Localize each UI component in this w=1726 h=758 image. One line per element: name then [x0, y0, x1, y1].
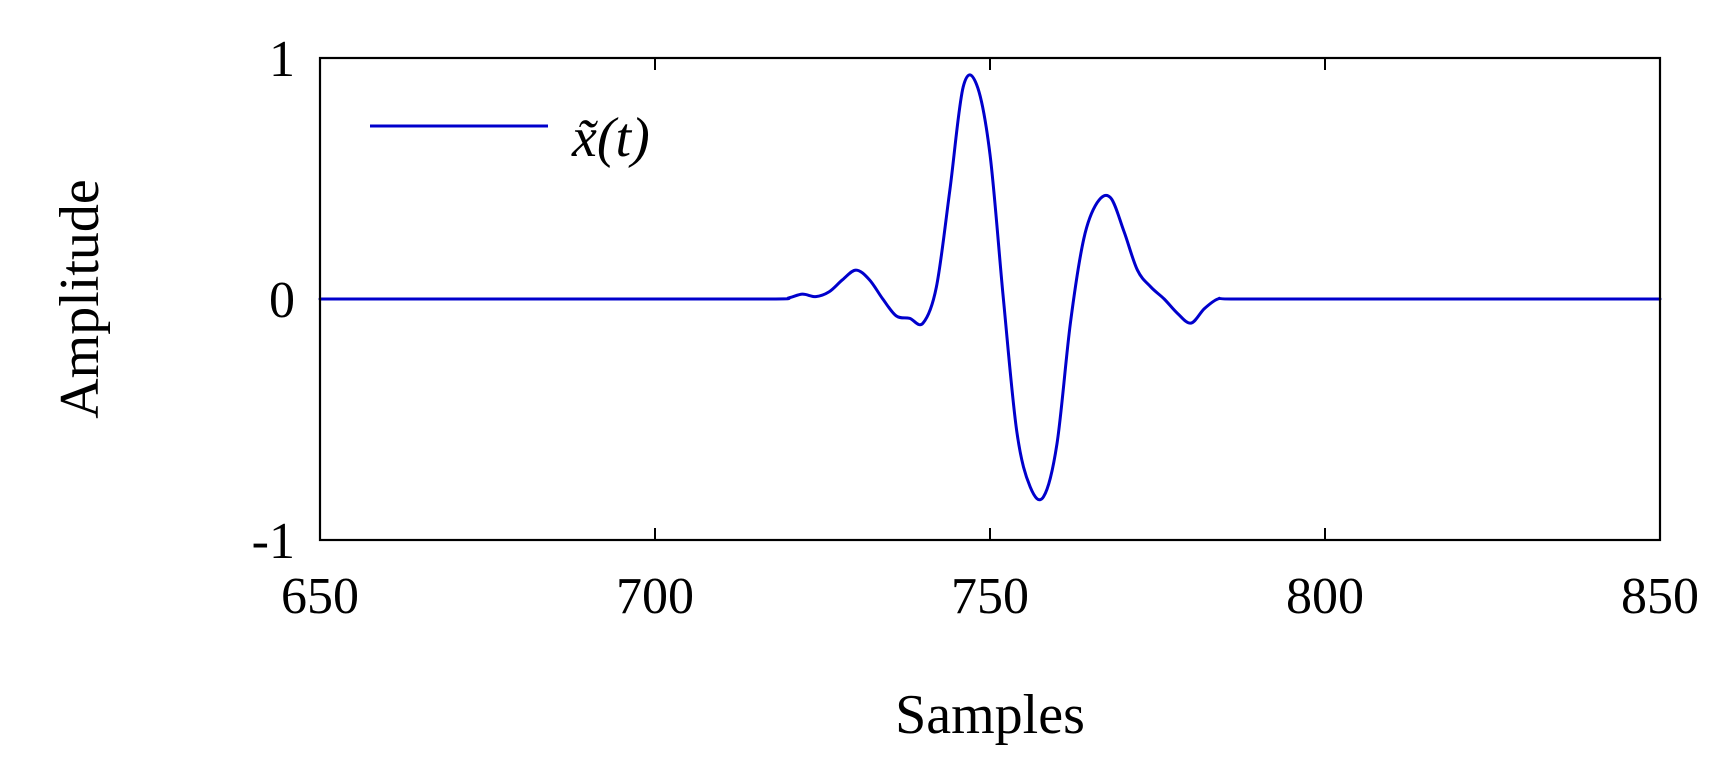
x-tick-label-group: 650 700 750 800 850 — [281, 568, 1699, 625]
x-tick-label: 650 — [281, 568, 359, 625]
x-tick-label: 700 — [616, 568, 694, 625]
series-line-0 — [318, 73, 1662, 502]
x-axis-label: Samples — [895, 684, 1085, 746]
plot-frame — [318, 56, 1662, 542]
legend: x̃(t) — [370, 107, 650, 169]
y-tick-label: 0 — [269, 272, 295, 329]
series-layer — [318, 73, 1662, 502]
x-tick-label: 800 — [1286, 568, 1364, 625]
x-tick-label: 750 — [951, 568, 1029, 625]
legend-label: x̃(t) — [571, 107, 650, 169]
y-tick-label: -1 — [252, 513, 295, 570]
y-axis-label: Amplitude — [49, 179, 111, 419]
y-tick-label-group: -1 0 1 — [252, 31, 295, 570]
y-tick-label: 1 — [269, 31, 295, 88]
x-tick-label: 850 — [1621, 568, 1699, 625]
